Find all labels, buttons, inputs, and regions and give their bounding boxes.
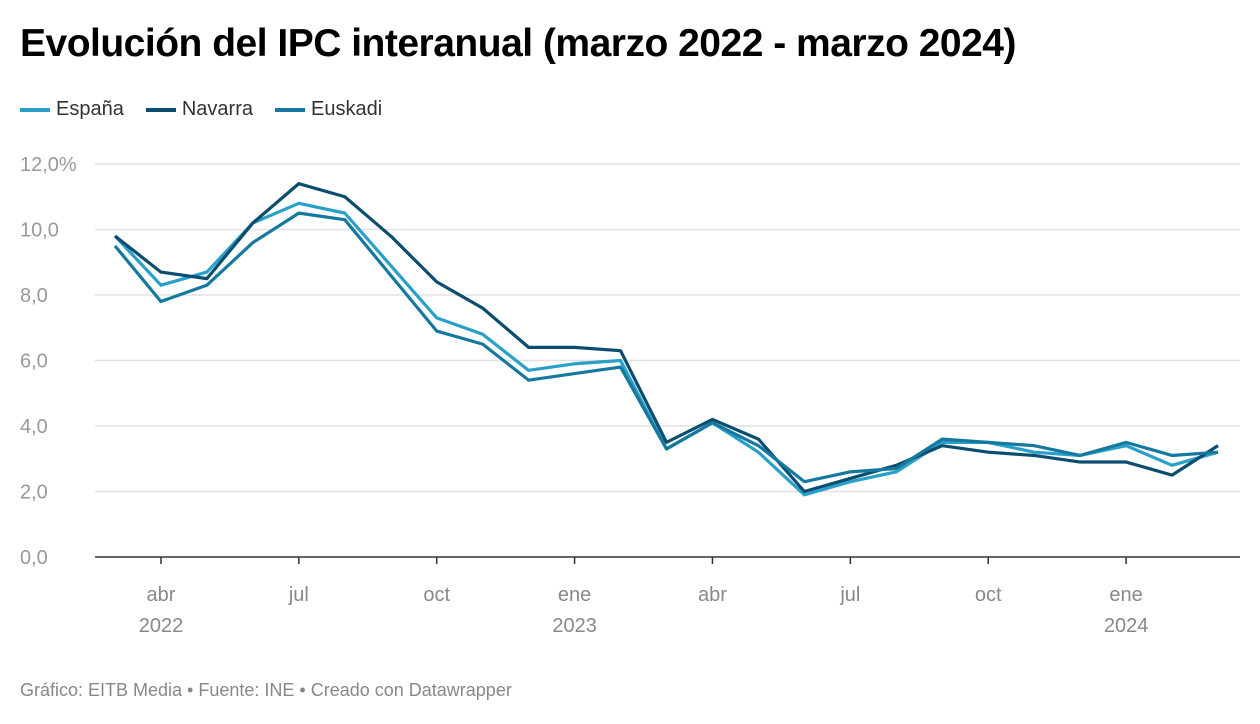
legend-swatch (20, 107, 50, 112)
y-tick-label: 2,0 (20, 482, 48, 504)
legend-item-espana: España (20, 98, 124, 121)
x-tick-label: ene (1109, 584, 1142, 606)
legend-label: Euskadi (310, 98, 383, 120)
x-tick-year: 2022 (139, 615, 184, 637)
x-tick-year: 2023 (552, 615, 597, 637)
x-tick-label: oct (975, 584, 1002, 606)
y-tick-label: 8,0 (20, 285, 48, 307)
series-line-navarra (114, 182, 1219, 494)
y-tick-label: 10,0 (20, 220, 59, 242)
x-tick-label: jul (839, 584, 860, 606)
series-line-euskadi (113, 211, 1219, 484)
x-tick-label: ene (558, 584, 591, 606)
legend: España Navarra Euskadi (20, 98, 382, 121)
legend-item-navarra: Navarra (145, 98, 253, 121)
legend-item-euskadi: Euskadi (274, 98, 383, 121)
y-tick-label: 0,0 (20, 547, 48, 569)
y-tick-label: 4,0 (20, 416, 48, 438)
x-tick-label: abr (147, 584, 176, 606)
chart-title: Evolución del IPC interanual (marzo 2022… (20, 22, 1017, 65)
legend-label: España (56, 98, 124, 120)
legend-swatch (274, 107, 305, 112)
footer-credit: Gráfico: EITB Media • Fuente: INE • Crea… (20, 680, 512, 700)
x-tick-label: abr (698, 584, 727, 606)
x-tick-year: 2024 (1104, 615, 1149, 637)
legend-swatch (145, 107, 176, 112)
y-tick-label: 6,0 (20, 351, 48, 373)
x-tick-label: oct (423, 584, 450, 606)
y-tick-label: 12,0% (20, 154, 77, 176)
legend-label: Navarra (181, 98, 253, 120)
x-tick-label: jul (288, 584, 309, 606)
